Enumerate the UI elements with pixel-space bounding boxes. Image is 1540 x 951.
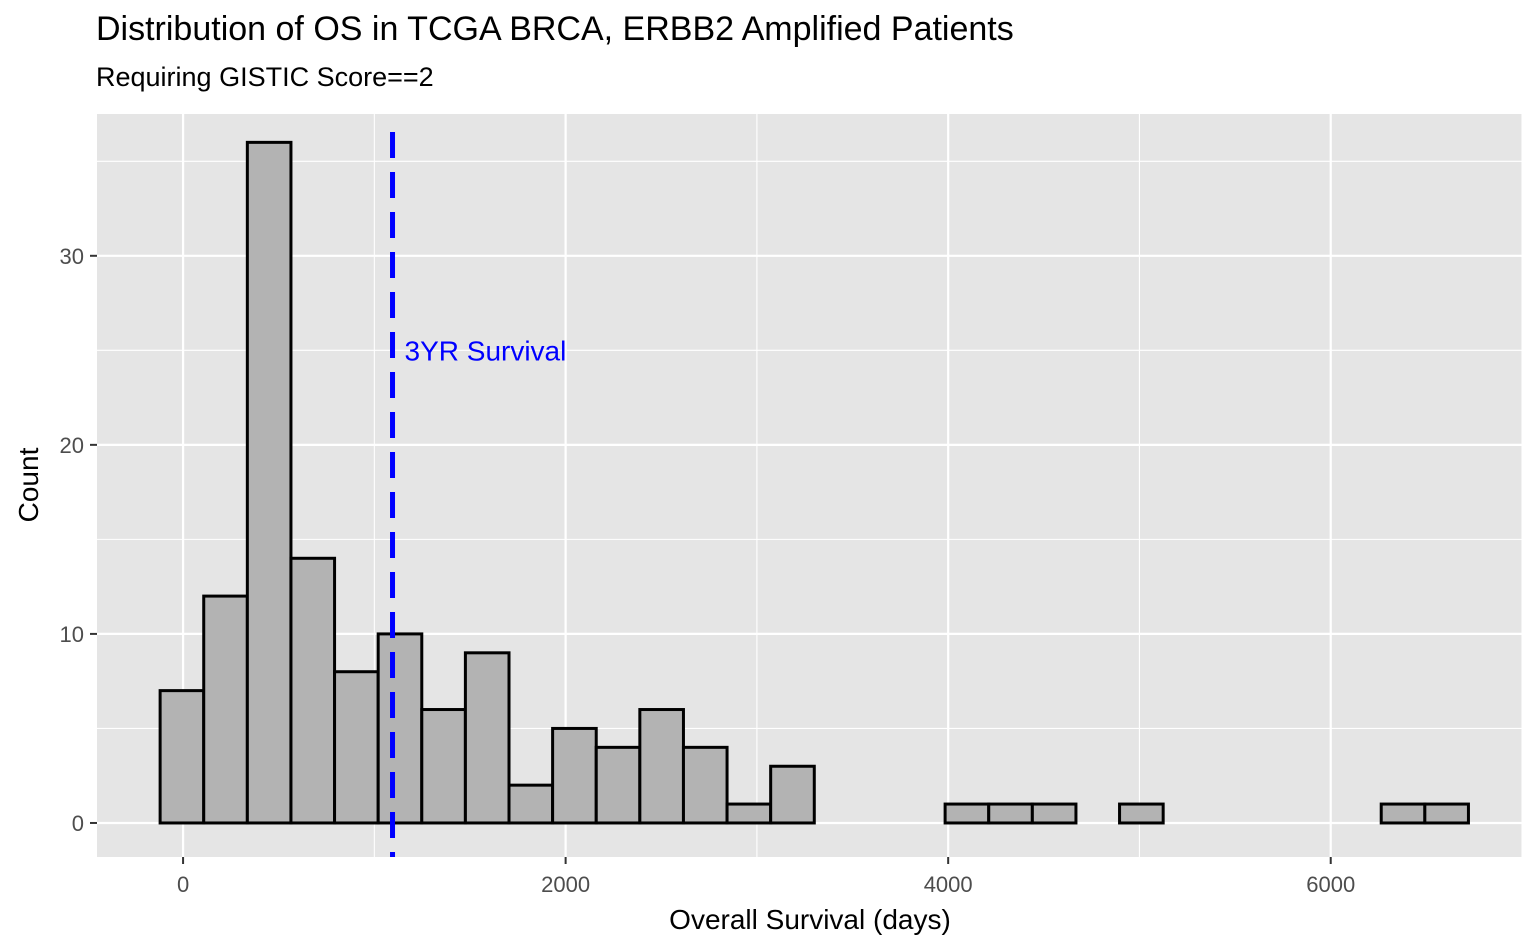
histogram-bar: [422, 710, 466, 823]
x-axis: 0 2000 4000 6000: [177, 857, 1355, 897]
histogram-bar: [1120, 804, 1164, 823]
x-tick-label: 2000: [541, 872, 590, 897]
histogram-bar: [509, 785, 553, 823]
histogram-bar: [640, 710, 684, 823]
histogram-bar: [1032, 804, 1076, 823]
histogram-bar: [727, 804, 771, 823]
histogram-bar: [204, 596, 248, 823]
histogram-bar: [945, 804, 989, 823]
histogram-bar: [378, 634, 422, 823]
histogram-bar: [683, 747, 727, 823]
y-axis-label: Count: [13, 447, 44, 522]
y-tick-label: 30: [60, 244, 84, 269]
histogram-bar: [291, 558, 335, 823]
histogram-bar: [247, 142, 291, 823]
histogram-bar: [1381, 804, 1425, 823]
histogram-bar: [596, 747, 640, 823]
y-tick-label: 20: [60, 433, 84, 458]
reference-line-label: 3YR Survival: [405, 335, 567, 366]
histogram-bar: [771, 766, 815, 823]
x-axis-label: Overall Survival (days): [669, 904, 951, 935]
x-tick-label: 6000: [1306, 872, 1355, 897]
x-tick-label: 0: [177, 872, 189, 897]
y-tick-label: 10: [60, 622, 84, 647]
y-tick-label: 0: [72, 811, 84, 836]
histogram-bar: [989, 804, 1033, 823]
x-tick-label: 4000: [924, 872, 973, 897]
histogram-bar: [465, 653, 509, 823]
histogram-bar: [335, 672, 379, 823]
histogram-bar: [553, 728, 597, 823]
histogram-bar: [160, 691, 204, 823]
y-axis: 0 10 20 30: [60, 244, 97, 836]
histogram-bar: [1425, 804, 1469, 823]
